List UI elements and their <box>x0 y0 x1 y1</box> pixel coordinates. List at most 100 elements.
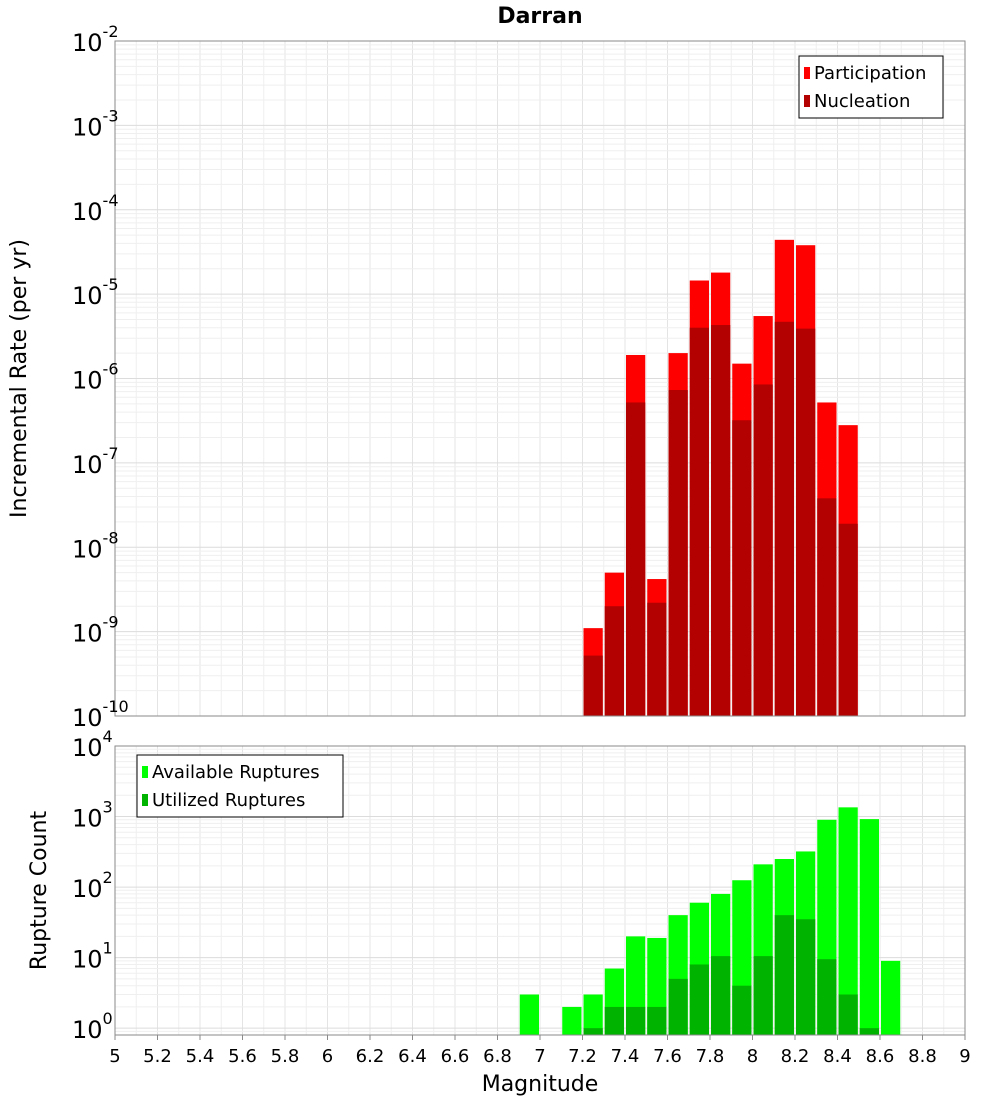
bar-2-s2-13 <box>817 959 837 1035</box>
bar-2-s2-5 <box>647 1006 667 1035</box>
y-tick-label: 101 <box>72 939 113 974</box>
plot-frame <box>114 40 966 717</box>
bar-2-s1-15 <box>859 819 879 1035</box>
bar-2-s2-8 <box>711 956 731 1035</box>
legend-box <box>136 754 344 818</box>
bar-2-s2-9 <box>732 985 752 1035</box>
x-tick-label: 7.2 <box>568 1046 597 1067</box>
bar-2-s2-6 <box>668 978 688 1035</box>
y-axis-title: Rupture Count <box>27 811 52 971</box>
x-tick-label: 6.6 <box>441 1046 470 1067</box>
bar-2-s2-12 <box>796 919 816 1035</box>
y-tick-label: 10-5 <box>72 275 119 310</box>
bar-2-s2-4 <box>626 1006 646 1035</box>
y-tick-base: 10 <box>72 282 103 310</box>
bar-2-s2-15 <box>859 1028 879 1035</box>
y-tick-label: 102 <box>72 868 113 903</box>
y-axis-title: Incremental Rate (per yr) <box>7 239 32 518</box>
bar-1-s2-1 <box>604 606 624 716</box>
bar-2-s2-7 <box>689 964 709 1035</box>
x-tick-label: 8.6 <box>866 1046 895 1067</box>
bar-1-s2-6 <box>711 325 731 716</box>
bar-1-s2-2 <box>626 402 646 716</box>
x-axis-title: Magnitude <box>482 1072 599 1097</box>
bar-2-s1-1 <box>562 1006 582 1035</box>
y-tick-label: 10-9 <box>72 613 119 648</box>
y-tick-label: 10-8 <box>72 528 119 563</box>
bar-1-s2-9 <box>774 321 794 716</box>
y-tick-exponent: 0 <box>103 1009 113 1028</box>
y-tick-base: 10 <box>72 451 103 479</box>
y-tick-base: 10 <box>72 535 103 563</box>
bar-1-s2-12 <box>838 523 858 716</box>
bar-1-s2-0 <box>583 655 603 716</box>
x-tick-label: 6.4 <box>398 1046 427 1067</box>
x-tick-label: 5.6 <box>228 1046 257 1067</box>
bar-1-s2-10 <box>796 328 816 716</box>
y-tick-exponent: 2 <box>103 868 113 887</box>
y-tick-exponent: -2 <box>103 22 119 41</box>
y-tick-label: 10-7 <box>72 444 119 479</box>
bar-2-s1-14 <box>838 807 858 1035</box>
y-tick-base: 10 <box>72 367 103 395</box>
legend-swatch <box>804 95 810 107</box>
bar-2-s2-10 <box>753 956 773 1035</box>
y-tick-label: 10-10 <box>72 697 129 732</box>
y-tick-label: 10-4 <box>72 191 119 226</box>
y-tick-exponent: 4 <box>103 727 113 746</box>
bar-1-s2-4 <box>668 390 688 716</box>
legend-label: Nucleation <box>814 91 910 112</box>
x-tick-label: 5.4 <box>186 1046 215 1067</box>
y-tick-exponent: -4 <box>103 191 119 210</box>
y-tick-label: 104 <box>72 727 113 762</box>
x-tick-label: 7.8 <box>696 1046 725 1067</box>
bar-1-s2-11 <box>817 498 837 716</box>
y-tick-base: 10 <box>72 946 103 974</box>
x-tick-label: 7.6 <box>653 1046 682 1067</box>
y-tick-base: 10 <box>72 1016 103 1044</box>
bar-2-s2-11 <box>774 915 794 1035</box>
bar-2-s1-0 <box>519 994 539 1035</box>
bar-2-s2-3 <box>604 1006 624 1035</box>
y-tick-exponent: -7 <box>103 444 119 463</box>
y-tick-exponent: -9 <box>103 613 119 632</box>
y-tick-base: 10 <box>72 805 103 833</box>
x-tick-label: 6 <box>322 1046 333 1067</box>
panel-1: 10-1010-910-810-710-610-510-410-310-2Inc… <box>7 22 966 732</box>
x-tick-label: 8.2 <box>781 1046 810 1067</box>
x-tick-label: 5.8 <box>271 1046 300 1067</box>
legend-label: Participation <box>814 63 926 84</box>
bar-2-s2-14 <box>838 994 858 1035</box>
y-tick-exponent: -5 <box>103 275 119 294</box>
y-tick-label: 103 <box>72 798 113 833</box>
y-tick-label: 10-3 <box>72 106 119 141</box>
bar-1-s2-8 <box>753 384 773 716</box>
x-tick-label: 5.2 <box>143 1046 172 1067</box>
y-tick-base: 10 <box>72 704 103 732</box>
legend-label: Available Ruptures <box>152 762 320 783</box>
y-tick-exponent: -6 <box>103 360 119 379</box>
y-tick-base: 10 <box>72 198 103 226</box>
x-tick-label: 7 <box>534 1046 545 1067</box>
bar-2-s2-2 <box>583 1028 603 1035</box>
legend-swatch <box>142 766 148 778</box>
y-tick-base: 10 <box>72 620 103 648</box>
y-tick-label: 10-6 <box>72 360 119 395</box>
y-tick-label: 10-2 <box>72 22 119 57</box>
y-tick-base: 10 <box>72 734 103 762</box>
x-tick-label: 8.8 <box>908 1046 937 1067</box>
x-tick-label: 6.8 <box>483 1046 512 1067</box>
x-tick-label: 7.4 <box>611 1046 640 1067</box>
bar-2-s1-2 <box>583 994 603 1035</box>
legend-label: Utilized Ruptures <box>152 790 305 811</box>
bar-1-s2-7 <box>732 420 752 716</box>
y-tick-base: 10 <box>72 875 103 903</box>
y-tick-base: 10 <box>72 113 103 141</box>
y-tick-exponent: -10 <box>103 697 129 716</box>
y-tick-exponent: -8 <box>103 528 119 547</box>
legend-swatch <box>804 67 810 79</box>
y-tick-exponent: 1 <box>103 939 113 958</box>
